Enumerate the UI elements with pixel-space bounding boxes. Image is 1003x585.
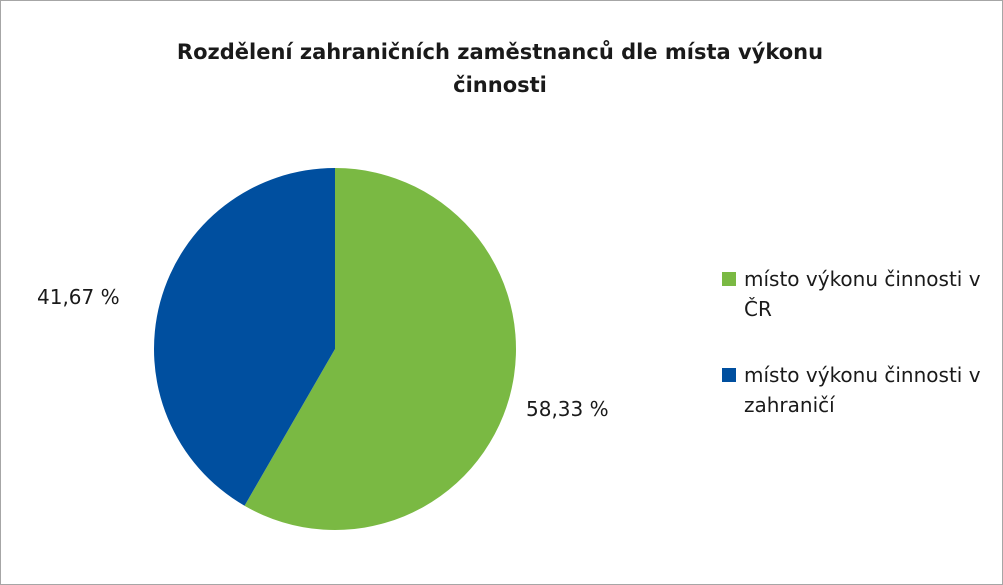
legend-swatch: [722, 368, 736, 382]
value-label: 58,33 %: [526, 397, 609, 421]
legend-swatch: [722, 272, 736, 286]
legend-label: místo výkonu činnosti v ČR: [744, 267, 981, 321]
pie-slice: [244, 168, 516, 530]
legend-label: místo výkonu činnosti v zahraničí: [744, 363, 981, 417]
pie-slice: [153, 168, 335, 506]
value-label: 41,67 %: [37, 285, 120, 309]
chart-title: Rozdělení zahraničních zaměstnanců dle m…: [176, 40, 824, 97]
